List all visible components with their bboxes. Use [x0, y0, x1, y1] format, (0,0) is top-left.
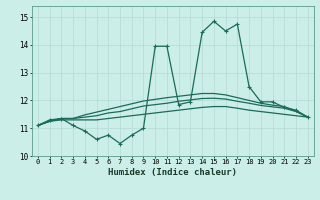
- X-axis label: Humidex (Indice chaleur): Humidex (Indice chaleur): [108, 168, 237, 177]
